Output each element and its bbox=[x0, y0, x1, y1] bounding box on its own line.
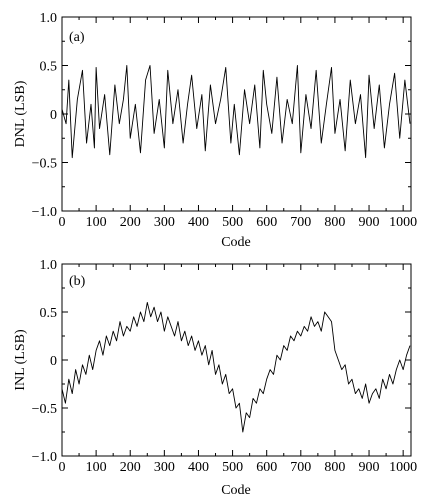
panel-a-ylabel: DNL (LSB) bbox=[13, 80, 28, 147]
panel-a-tag: (a) bbox=[69, 30, 85, 45]
panel-b-y-tick-label: 0 bbox=[50, 354, 57, 369]
panel-a-x-tick-label: 500 bbox=[222, 215, 243, 230]
panel-a-x-tick-label: 100 bbox=[86, 215, 107, 230]
panel-b-tag: (b) bbox=[69, 274, 86, 289]
panel-b-xlabel: Code bbox=[221, 483, 251, 497]
panel-a-x-tick-label: 0 bbox=[59, 215, 66, 230]
panel-a-xlabel: Code bbox=[221, 235, 251, 250]
panel-a-frame bbox=[61, 16, 412, 212]
panel-b-x-tick-label: 600 bbox=[256, 460, 277, 475]
panel-b-series-line bbox=[61, 301, 411, 433]
panel-b-ticks: 0 100 200 300 400 500 600 700 800 900 1000 −1.0 −0.5… bbox=[32, 258, 418, 475]
panel-a-x-tick-label: 200 bbox=[120, 215, 141, 230]
panel-b-ylabel: INL (LSB) bbox=[13, 329, 28, 391]
panel-b-y-tick-label: −0.5 bbox=[32, 402, 57, 417]
panel-b-x-tick-label: 0 bbox=[59, 460, 66, 475]
panel-b-plot bbox=[61, 301, 411, 433]
panel-a-x-tick-label: 400 bbox=[188, 215, 209, 230]
panel-a-y-tick-label: 1.0 bbox=[40, 11, 58, 26]
panel-a: 0 100 200 300 400 500 600 700 800 900 1000 −1.0 −0.5… bbox=[13, 11, 417, 250]
panel-b-x-tick-label: 300 bbox=[154, 460, 175, 475]
panel-b-x-tick-label: 200 bbox=[120, 460, 141, 475]
panel-b-x-tick-label: 700 bbox=[290, 460, 311, 475]
panel-b-x-tick-label: 400 bbox=[188, 460, 209, 475]
panel-a-series-line bbox=[61, 65, 411, 159]
panel-a-x-tick-label: 1000 bbox=[389, 215, 417, 230]
panel-b: 0 100 200 300 400 500 600 700 800 900 1000 −1.0 −0.5… bbox=[13, 258, 417, 497]
panel-b-x-tick-label: 500 bbox=[222, 460, 243, 475]
panel-b-y-tick-label: 1.0 bbox=[40, 258, 58, 273]
panel-b-y-tick-label: −1.0 bbox=[32, 450, 57, 465]
panel-a-x-tick-label: 300 bbox=[154, 215, 175, 230]
panel-a-x-tick-label: 700 bbox=[290, 215, 311, 230]
panel-a-y-tick-label: −0.5 bbox=[32, 157, 57, 172]
panel-a-x-tick-label: 600 bbox=[256, 215, 277, 230]
panel-a-y-tick-label: −1.0 bbox=[32, 205, 57, 220]
panel-b-x-tick-label: 100 bbox=[86, 460, 107, 475]
panel-b-frame bbox=[61, 263, 412, 457]
panel-b-y-tick-label: 0.5 bbox=[40, 306, 58, 321]
panel-a-y-tick-label: 0 bbox=[50, 108, 57, 123]
panel-b-x-tick-label: 900 bbox=[359, 460, 380, 475]
panel-a-y-tick-label: 0.5 bbox=[40, 60, 58, 75]
panel-a-x-tick-label: 800 bbox=[324, 215, 345, 230]
panel-a-x-tick-label: 900 bbox=[359, 215, 380, 230]
panel-a-plot bbox=[61, 65, 411, 159]
panel-b-x-tick-label: 800 bbox=[324, 460, 345, 475]
panel-a-ticks: 0 100 200 300 400 500 600 700 800 900 1000 −1.0 −0.5… bbox=[32, 11, 418, 230]
panel-b-x-tick-label: 1000 bbox=[389, 460, 417, 475]
